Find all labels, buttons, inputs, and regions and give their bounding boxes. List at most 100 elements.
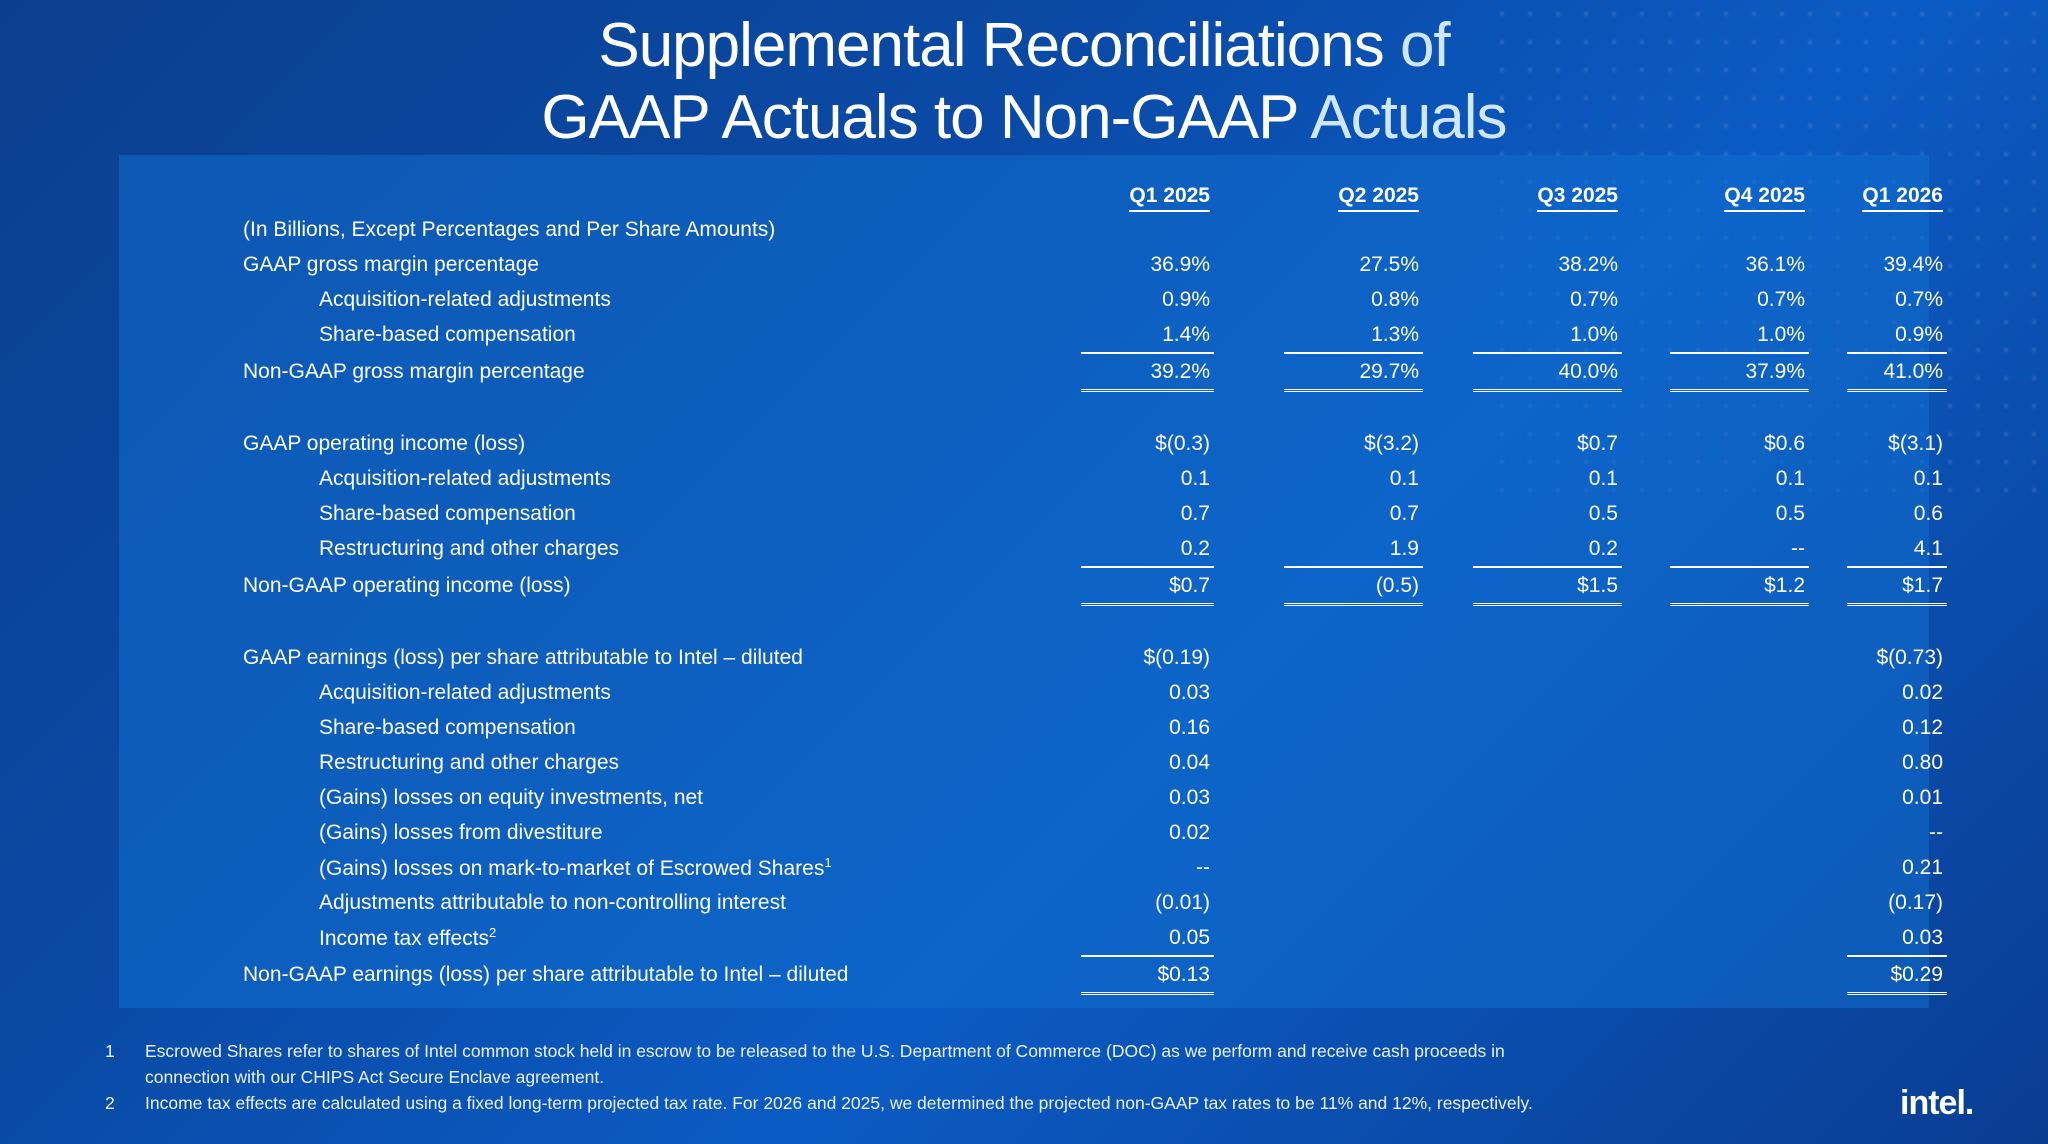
column-header-row: Q1 2025 Q2 2025 Q3 2025 Q4 2025 Q1 2026: [120, 170, 1947, 212]
units-note: (In Billions, Except Percentages and Per…: [243, 217, 776, 241]
table-row: Acquisition-related adjustments 0.1 0.1 …: [120, 461, 1947, 496]
table-row: Acquisition-related adjustments 0.9% 0.8…: [120, 282, 1947, 317]
column-header: Q3 2025: [1473, 170, 1622, 212]
table-cell-value: 1.4%: [1081, 317, 1214, 354]
table-cell-value: $0.7: [1577, 431, 1618, 455]
table-row: GAAP gross margin percentage 36.9% 27.5%…: [120, 247, 1947, 282]
footnote: 1 Escrowed Shares refer to shares of Int…: [105, 1041, 1505, 1087]
column-header: Q2 2025: [1284, 170, 1423, 212]
table-cell-value: 0.2: [1081, 531, 1214, 568]
table-cell-value: 0.02: [1902, 680, 1943, 704]
intel-logo: intel.: [1900, 1084, 1974, 1122]
table-cell-value: 0.7: [1180, 501, 1210, 525]
table-cell-value: 1.3%: [1284, 317, 1423, 354]
table-cell-value: 0.01: [1902, 785, 1943, 809]
table-row: (Gains) losses on equity investments, ne…: [120, 780, 1947, 815]
table-row: Adjustments attributable to non-controll…: [120, 885, 1947, 920]
table-cell-value: 0.8%: [1371, 287, 1419, 311]
table-cell-value: 0.7%: [1757, 287, 1805, 311]
table-row: Non-GAAP operating income (loss) $0.7 (0…: [120, 567, 1947, 606]
table-cell-value: (0.17): [1888, 890, 1943, 914]
table-cell-value: (0.01): [1155, 890, 1210, 914]
table-cell-value: 1.0%: [1473, 317, 1622, 354]
page-title: Supplemental Reconciliations of GAAP Act…: [541, 11, 1507, 152]
table-row: GAAP earnings (loss) per share attributa…: [120, 640, 1947, 675]
table-cell-value: 0.1: [1913, 466, 1943, 490]
table-cell-value: 0.16: [1169, 715, 1210, 739]
footnotes: 1 Escrowed Shares refer to shares of Int…: [105, 1038, 1533, 1116]
table-cell-value: --: [1196, 855, 1210, 879]
table-cell-value: 1.0%: [1670, 317, 1809, 354]
table-row: Restructuring and other charges 0.04 0.8…: [120, 745, 1947, 780]
column-header: Q1 2026: [1847, 170, 1947, 212]
footnote-marker: 1: [824, 854, 832, 870]
table-cell-value: 40.0%: [1473, 353, 1622, 392]
table-cell-value: 0.1: [1588, 466, 1618, 490]
table-cell-value: 0.80: [1902, 750, 1943, 774]
table-cell-value: 0.9%: [1847, 317, 1947, 354]
table-row: Share-based compensation 1.4% 1.3% 1.0% …: [120, 317, 1947, 354]
table-panel: [119, 155, 1929, 1008]
units-note-row: (In Billions, Except Percentages and Per…: [120, 212, 1947, 247]
table-cell-value: 1.9: [1284, 531, 1423, 568]
column-header: Q1 2025: [1081, 170, 1214, 212]
table-cell-value: 0.7: [1389, 501, 1419, 525]
table-cell-value: 0.03: [1847, 920, 1947, 957]
table-cell-value: $(0.3): [1155, 431, 1210, 455]
reconciliation-table: Q1 2025 Q2 2025 Q3 2025 Q4 2025 Q1 2026 …: [120, 170, 1947, 995]
table-cell-value: 0.2: [1473, 531, 1622, 568]
table-cell-value: (0.5): [1284, 567, 1423, 606]
table-cell-value: 0.1: [1389, 466, 1419, 490]
table-cell-value: 37.9%: [1670, 353, 1809, 392]
table-cell-value: 39.2%: [1081, 353, 1214, 392]
table-cell-value: $0.6: [1764, 431, 1805, 455]
column-header: Q4 2025: [1670, 170, 1809, 212]
table-row: Non-GAAP gross margin percentage 39.2% 2…: [120, 353, 1947, 392]
table-cell-value: $(3.1): [1888, 431, 1943, 455]
table-cell-value: 39.4%: [1883, 252, 1943, 276]
table-row: Acquisition-related adjustments 0.03 0.0…: [120, 675, 1947, 710]
table-row: (Gains) losses on mark-to-market of Escr…: [120, 850, 1947, 885]
table-cell-value: 0.1: [1775, 466, 1805, 490]
table-cell-value: 36.9%: [1150, 252, 1210, 276]
table-cell-value: $1.7: [1847, 567, 1947, 606]
table-cell-value: 0.7%: [1570, 287, 1618, 311]
table-cell-value: $0.13: [1081, 956, 1214, 995]
table-cell-value: --: [1929, 820, 1943, 844]
table-row: Non-GAAP earnings (loss) per share attri…: [120, 956, 1947, 995]
table-cell-value: 0.02: [1169, 820, 1210, 844]
table-cell-value: 0.21: [1902, 855, 1943, 879]
table-cell-value: $0.29: [1847, 956, 1947, 995]
table-cell-value: $1.2: [1670, 567, 1809, 606]
table-cell-value: $1.5: [1473, 567, 1622, 606]
table-cell-value: 0.7%: [1895, 287, 1943, 311]
footnote: 2 Income tax effects are calculated usin…: [105, 1093, 1533, 1113]
table-cell-value: 0.6: [1913, 501, 1943, 525]
table-cell-value: 38.2%: [1558, 252, 1618, 276]
footnote-marker: 2: [489, 925, 497, 940]
table-cell-value: $(0.19): [1143, 645, 1210, 669]
table-cell-value: 29.7%: [1284, 353, 1423, 392]
table-row: GAAP operating income (loss) $(0.3) $(3.…: [120, 426, 1947, 461]
table-cell-value: 0.5: [1588, 501, 1618, 525]
table-row: (Gains) losses from divestiture 0.02 --: [120, 815, 1947, 850]
table-cell-value: 4.1: [1847, 531, 1947, 568]
table-cell-value: 0.12: [1902, 715, 1943, 739]
table-cell-value: $(3.2): [1364, 431, 1419, 455]
table-cell-value: 41.0%: [1847, 353, 1947, 392]
table-cell-value: 36.1%: [1745, 252, 1805, 276]
table-cell-value: 0.1: [1180, 466, 1210, 490]
table-cell-value: 0.03: [1169, 785, 1210, 809]
table-cell-value: $(0.73): [1876, 645, 1943, 669]
table-cell-value: 0.9%: [1162, 287, 1210, 311]
table-cell-value: --: [1670, 531, 1809, 568]
table-row: Share-based compensation 0.7 0.7 0.5 0.5…: [120, 496, 1947, 531]
table-row: Restructuring and other charges 0.2 1.9 …: [120, 531, 1947, 568]
table-cell-value: $0.7: [1081, 567, 1214, 606]
table-row: Income tax effects2 0.05 0.03: [120, 920, 1947, 957]
table-cell-value: 27.5%: [1359, 252, 1419, 276]
table-cell-value: 0.05: [1081, 920, 1214, 957]
table-cell-value: 0.03: [1169, 680, 1210, 704]
table-cell-value: 0.5: [1775, 501, 1805, 525]
table-cell-value: 0.04: [1169, 750, 1210, 774]
